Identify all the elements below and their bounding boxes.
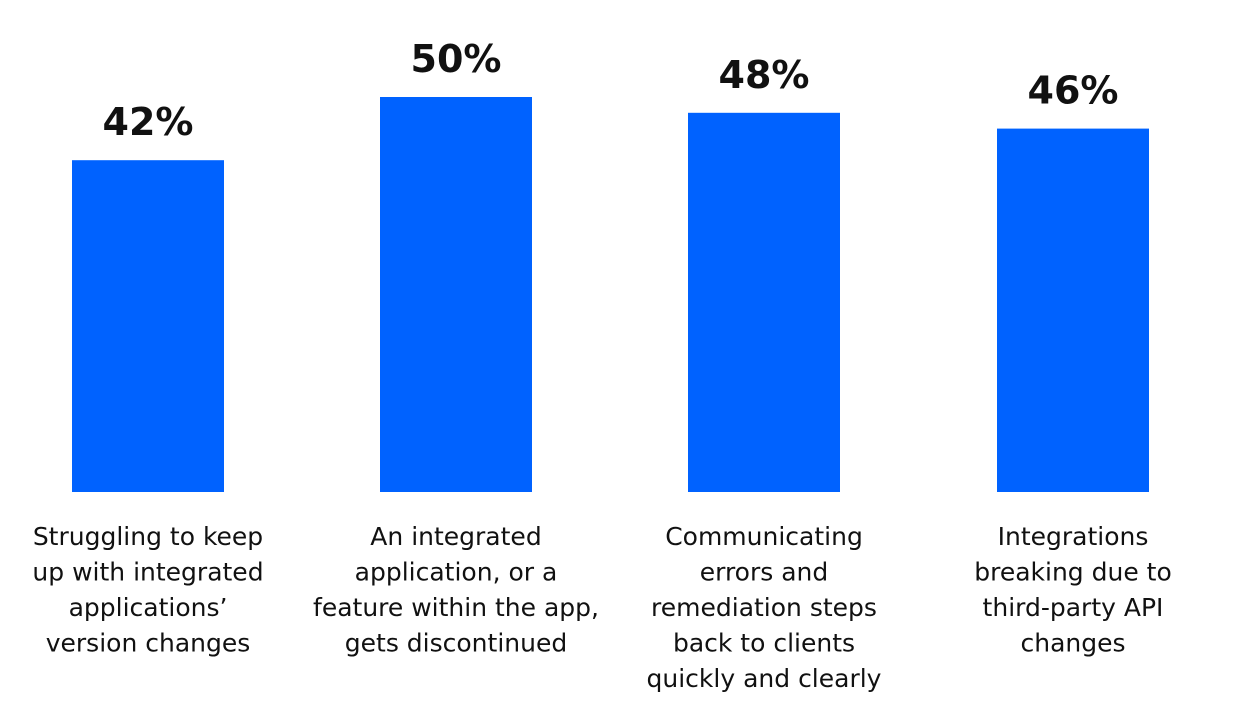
category-label-1-line-4: version changes <box>46 629 251 658</box>
category-label-1-line-3: applications’ <box>69 593 228 622</box>
category-label-2-line-4: gets discontinued <box>345 629 567 658</box>
category-label-2-line-1: An integrated <box>370 522 541 551</box>
category-label-4-line-4: changes <box>1020 629 1125 658</box>
category-label-1-line-1: Struggling to keep <box>33 522 263 551</box>
category-label-2-line-3: feature within the app, <box>313 593 599 622</box>
bar-value-label-1: 42% <box>103 100 194 144</box>
category-label-4-line-2: breaking due to <box>974 558 1172 587</box>
bar-1 <box>72 160 224 492</box>
bar-value-label-3: 48% <box>719 53 810 97</box>
bar-value-label-2: 50% <box>411 37 502 81</box>
category-label-3-line-1: Communicating <box>665 522 863 551</box>
category-label-4-line-3: third-party API <box>983 593 1164 622</box>
bar-4 <box>997 128 1149 492</box>
category-label-4-line-1: Integrations <box>998 522 1149 551</box>
category-label-1-line-2: up with integrated <box>32 558 263 587</box>
bar-value-label-4: 46% <box>1028 69 1119 113</box>
category-label-3-line-4: back to clients <box>673 629 855 658</box>
category-label-2-line-2: application, or a <box>355 558 558 587</box>
category-label-3-line-3: remediation steps <box>651 593 877 622</box>
bar-3 <box>688 112 840 493</box>
category-label-3-line-2: errors and <box>700 558 829 587</box>
category-label-3-line-5: quickly and clearly <box>647 664 882 693</box>
bar-2 <box>380 97 532 492</box>
